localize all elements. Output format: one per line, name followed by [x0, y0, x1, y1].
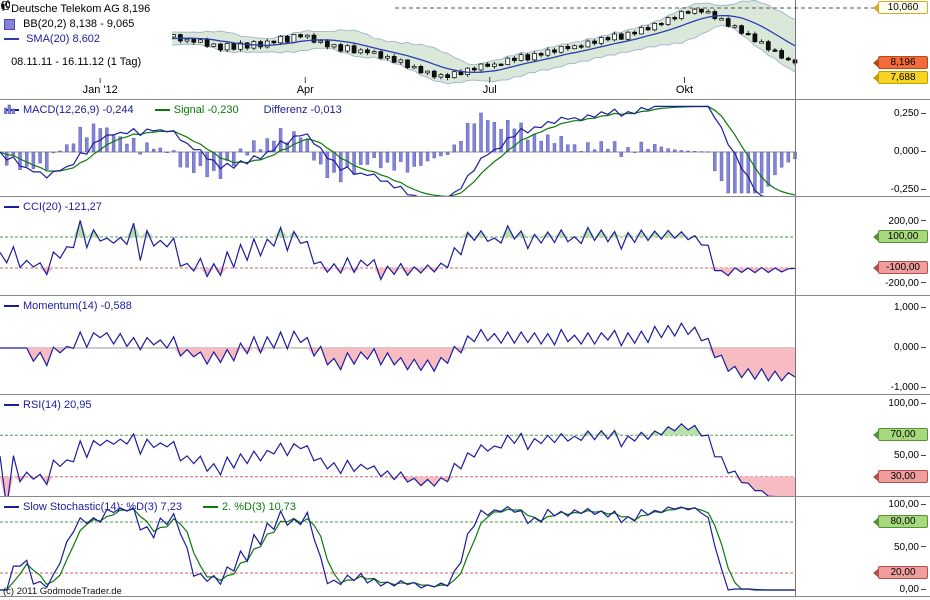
y-axis-label-macd: 0,250 — [894, 108, 926, 120]
axis-tick — [921, 220, 926, 222]
y-axis-label-rsi: 50,00 — [894, 450, 926, 462]
macd-label: MACD(12,26,9) -0,244 — [23, 104, 134, 116]
axis-tick — [921, 282, 926, 284]
instrument-title: Deutsche Telekom AG 8,196 — [11, 3, 151, 15]
copyright-notice: (c) 2011 GodmodeTrader.de — [3, 586, 122, 597]
y-axis-label-rsi: 70,00 — [873, 428, 928, 442]
axis-tick — [921, 402, 926, 404]
stochastic-chart-canvas[interactable] — [0, 497, 930, 597]
y-axis-label-stoch: 20,00 — [873, 566, 928, 579]
axis-tick — [921, 150, 926, 152]
stoch-d2-line-icon — [203, 506, 219, 509]
stochastic-panel: Slow Stochastic(14): %D(3) 7,23 2. %D(3)… — [0, 497, 930, 597]
axis-tick — [921, 588, 926, 590]
y-axis-label-cci: 200,00 — [888, 216, 926, 228]
y-axis-label-rsi: 100,00 — [888, 398, 926, 410]
period-label: 08.11.11 - 16.11.12 (1 Tag) — [11, 56, 142, 68]
momentum-label: Momentum(14) -0,588 — [23, 300, 132, 312]
y-axis-label-stoch: 0,00 — [900, 584, 926, 596]
y-axis-label-price: 8,196 — [873, 55, 928, 69]
axis-tick — [921, 112, 926, 114]
y-axis-label-macd: 0,000 — [894, 146, 926, 158]
axis-tick — [921, 454, 926, 456]
axis-tick — [921, 188, 926, 190]
y-axis-label-price: 10,060 — [873, 1, 928, 14]
stochastic-legend: Slow Stochastic(14): %D(3) 7,23 2. %D(3)… — [4, 501, 314, 513]
x-axis-label: Apr — [296, 84, 314, 96]
bb-swatch-icon — [4, 18, 15, 30]
macd-panel: MACD(12,26,9) -0,244 Signal -0,230 Diffe… — [0, 100, 930, 197]
sma-label: SMA(20) 8,602 — [26, 33, 101, 45]
y-axis-label-stoch: 80,00 — [873, 515, 928, 528]
y-axis-label-cci: -100,00 — [873, 261, 928, 274]
x-axis-label: Jan '12 — [82, 84, 118, 96]
rsi-line-icon — [4, 404, 19, 407]
y-axis-label-momentum: 1,000 — [894, 302, 926, 314]
sma-line-icon — [4, 38, 19, 41]
stoch-d-line-icon — [4, 506, 19, 509]
momentum-legend: Momentum(14) -0,588 — [4, 300, 150, 312]
rsi-label: RSI(14) 20,95 — [23, 399, 92, 411]
price-legend: Deutsche Telekom AG 8,196 BB(20,2) 8,138… — [0, 0, 172, 78]
y-axis-label-momentum: 0,000 — [894, 342, 926, 354]
price-panel: Deutsche Telekom AG 8,196 BB(20,2) 8,138… — [0, 0, 930, 100]
cci-chart-canvas[interactable] — [0, 197, 930, 296]
y-axis-label-stoch: 50,00 — [894, 542, 926, 554]
cci-legend: CCI(20) -121,27 — [4, 201, 120, 213]
y-axis-label-momentum: -1,000 — [891, 382, 926, 394]
y-axis-label-cci: 100,00 — [873, 230, 928, 243]
axis-tick — [921, 306, 926, 308]
macd-chart-canvas[interactable] — [0, 100, 930, 197]
rsi-chart-canvas[interactable] — [0, 395, 930, 497]
macd-legend: MACD(12,26,9) -0,244 Signal -0,230 Diffe… — [4, 104, 360, 116]
macd-line-icon — [4, 109, 19, 112]
bb-label: BB(20,2) 8,138 - 9,065 — [23, 18, 135, 30]
diff-label: Differenz -0,013 — [263, 104, 342, 116]
momentum-panel: Momentum(14) -0,588 1,000 0,000 -1,000 — [0, 296, 930, 395]
momentum-line-icon — [4, 305, 19, 308]
y-axis-label-cci: -200,00 — [885, 278, 926, 290]
x-axis-label: Jul — [482, 84, 497, 96]
rsi-legend: RSI(14) 20,95 — [4, 399, 109, 411]
signal-label: Signal -0,230 — [173, 104, 239, 116]
signal-line-icon — [154, 109, 170, 112]
stoch-d2-label: 2. %D(3) 10,73 — [222, 501, 296, 513]
cci-panel: CCI(20) -121,27 200,00 100,00 -100,00 -200,… — [0, 197, 930, 296]
y-axis-label-stoch: 100,00 — [888, 499, 926, 511]
axis-tick — [921, 546, 926, 548]
rsi-panel: RSI(14) 20,95 100,00 70,00 50,00 30,00 — [0, 395, 930, 497]
y-axis-label-macd: -0,250 — [891, 184, 926, 196]
x-axis-label: Okt — [675, 84, 694, 96]
stoch-d-label: Slow Stochastic(14): %D(3) 7,23 — [23, 501, 182, 513]
y-axis-label-rsi: 30,00 — [873, 469, 928, 483]
axis-tick — [921, 386, 926, 388]
axis-tick — [921, 503, 926, 505]
axis-tick — [921, 346, 926, 348]
y-axis-label-price: 7,688 — [873, 70, 928, 84]
cci-label: CCI(20) -121,27 — [23, 201, 102, 213]
momentum-chart-canvas[interactable] — [0, 296, 930, 395]
cci-line-icon — [4, 206, 19, 209]
